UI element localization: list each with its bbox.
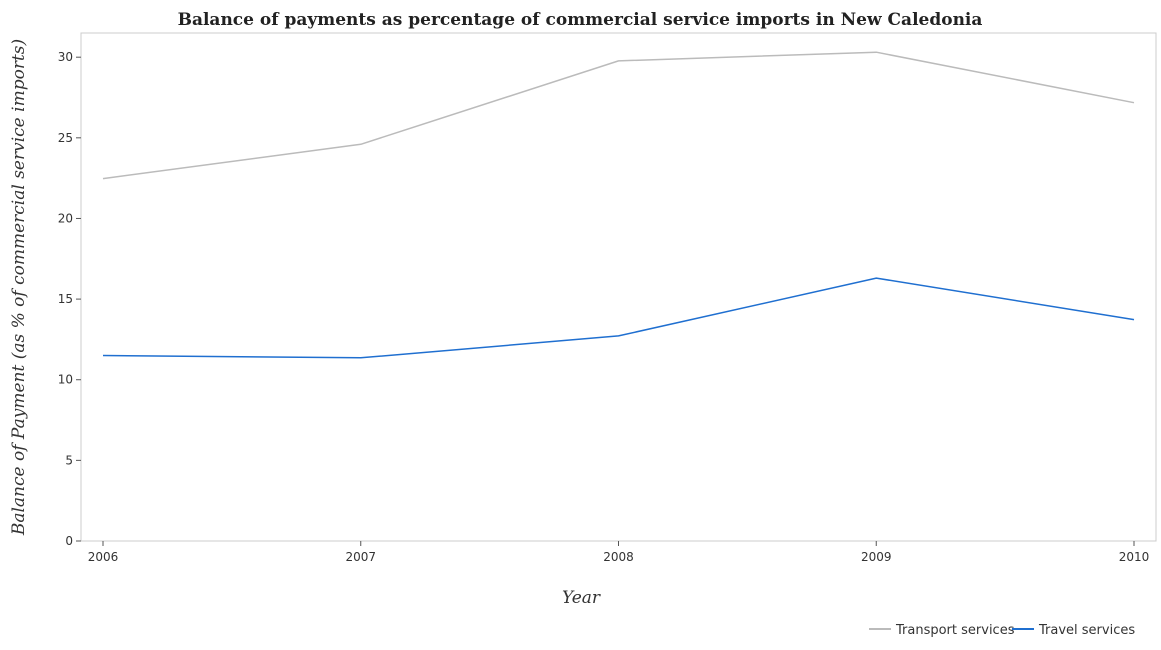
y-tick-label: 0 [65, 534, 73, 548]
legend-label: Transport services [895, 623, 1015, 638]
y-tick-label: 5 [65, 453, 73, 467]
x-axis: 2006 2007 2008 2009 2010 [88, 541, 1150, 564]
x-axis-label: Year [562, 588, 601, 608]
x-tick-label: 2008 [603, 550, 634, 564]
x-tick-label: 2006 [88, 550, 119, 564]
plot-area [80, 32, 1157, 542]
series-line-travel-services [102, 277, 1135, 359]
y-tick-label: 15 [58, 292, 73, 306]
y-axis-label: Balance of Payment (as % of commercial s… [9, 39, 29, 536]
legend-label: Travel services [1038, 623, 1135, 638]
y-tick-label: 20 [58, 211, 73, 225]
y-tick-label: 25 [58, 131, 73, 145]
x-tick-label: 2009 [861, 550, 892, 564]
y-axis: 0 5 10 15 20 25 30 [58, 50, 81, 548]
legend: Transport services Travel services [869, 623, 1135, 638]
series-line-transport-services [102, 51, 1135, 180]
y-tick-label: 10 [58, 373, 73, 387]
x-tick-label: 2007 [345, 550, 376, 564]
x-tick-label: 2010 [1119, 550, 1150, 564]
y-tick-label: 30 [58, 50, 73, 64]
series-layer [102, 51, 1135, 359]
chart-title: Balance of payments as percentage of com… [178, 10, 983, 30]
